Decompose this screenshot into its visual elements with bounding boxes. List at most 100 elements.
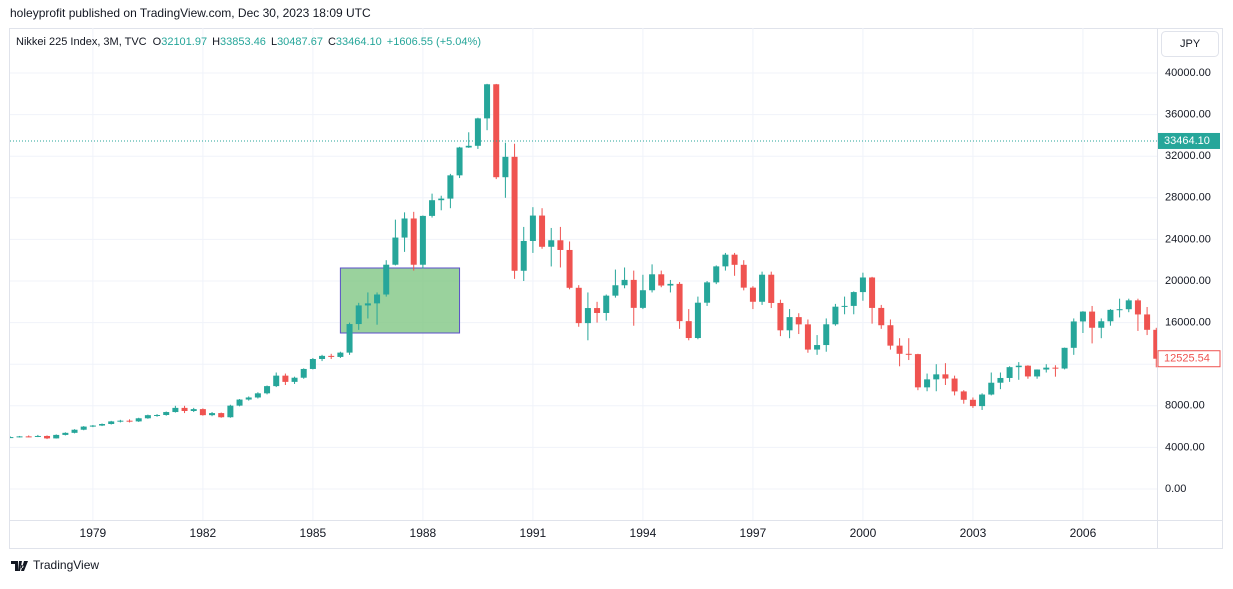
candle-body <box>1070 321 1077 348</box>
x-tick-label: 1985 <box>300 526 327 540</box>
candle-body <box>979 394 986 407</box>
candle-body <box>337 352 344 357</box>
legend-value: 33464.10 <box>336 36 382 48</box>
candle-body <box>639 290 646 308</box>
candle-body <box>190 409 197 411</box>
published-note: holeyprofit published on TradingView.com… <box>10 6 371 20</box>
candle-body <box>786 317 793 331</box>
candle-body <box>144 415 151 419</box>
candle-body <box>658 274 665 286</box>
candle-body <box>859 277 866 293</box>
x-tick-label: 1979 <box>80 526 107 540</box>
candle-body <box>1089 311 1096 328</box>
candle-body <box>1061 347 1068 369</box>
candle-body <box>108 421 115 424</box>
candle-body <box>254 393 261 398</box>
logo-text: TradingView <box>33 558 99 572</box>
candle-body <box>1098 321 1105 328</box>
candle-body <box>924 379 931 388</box>
candle-body <box>1125 300 1132 310</box>
candle-body <box>236 399 243 406</box>
candle-body <box>1034 369 1041 377</box>
candle-body <box>777 302 784 331</box>
candle-body <box>942 374 949 379</box>
candle-body <box>694 302 701 339</box>
candle-body <box>951 378 958 392</box>
candle-body <box>1116 309 1123 311</box>
candle-body <box>685 321 692 339</box>
candle-body <box>594 308 601 313</box>
candle-body <box>869 277 876 308</box>
candle-body <box>126 420 133 422</box>
candle-body <box>10 437 14 439</box>
candle-body <box>832 306 839 325</box>
candle-body <box>896 345 903 354</box>
candle-body <box>34 435 41 437</box>
candle-body <box>291 377 298 382</box>
x-tick-label: 1988 <box>410 526 437 540</box>
legend-key: H <box>212 36 220 48</box>
legend-value: 33853.46 <box>220 36 266 48</box>
candle-body <box>438 198 445 201</box>
candle-body <box>768 274 775 303</box>
candle-body <box>676 283 683 322</box>
legend-key: O <box>153 36 162 48</box>
price-line-tag <box>1158 132 1220 149</box>
candle-body <box>309 358 316 369</box>
candle-body <box>814 345 821 350</box>
x-tick-label: 2003 <box>960 526 987 540</box>
candle-body <box>163 412 170 415</box>
candle-body <box>117 420 124 422</box>
price-line-label: 33464.10 <box>1164 135 1210 147</box>
plot <box>10 83 1157 440</box>
currency-label[interactable]: JPY <box>1180 38 1201 50</box>
candle-body <box>484 84 491 119</box>
candle-body <box>1052 367 1059 369</box>
y-tick-label: 0.00 <box>1165 483 1186 495</box>
y-tick-label: 40000.00 <box>1165 67 1211 79</box>
candle-body <box>328 355 335 357</box>
candle-body <box>511 156 518 271</box>
candle-body <box>988 382 995 395</box>
x-tick-label: 1994 <box>630 526 657 540</box>
candle-body <box>667 283 674 286</box>
candle-body <box>1144 314 1151 330</box>
candle-body <box>209 413 216 416</box>
currency-button[interactable] <box>1161 31 1219 57</box>
y-tick-label: 36000.00 <box>1165 109 1211 121</box>
candle-body <box>749 287 756 302</box>
candle-body <box>447 175 454 199</box>
candle-body <box>1043 367 1050 370</box>
candle-body <box>227 405 234 418</box>
last-price-label: 12525.54 <box>1164 353 1210 365</box>
y-tick-label: 16000.00 <box>1165 317 1211 329</box>
candle-body <box>850 292 857 306</box>
candle-body <box>960 391 967 400</box>
candle-body <box>502 156 509 178</box>
legend-value: 32101.97 <box>161 36 207 48</box>
candle-body <box>346 324 353 353</box>
candle-body <box>566 249 573 288</box>
candle-body <box>374 294 381 304</box>
candle-body <box>575 287 582 324</box>
candle-body <box>401 218 408 238</box>
y-tick-label: 32000.00 <box>1165 150 1211 162</box>
candle-body <box>759 274 766 302</box>
candle-body <box>914 354 921 388</box>
candle-body <box>539 215 546 247</box>
candle-body <box>933 374 940 380</box>
legend-title: Nikkei 225 Index, 3M, TVC <box>16 36 147 48</box>
candle-body <box>969 399 976 407</box>
legend-key: C <box>328 36 336 48</box>
candle-body <box>493 84 500 178</box>
x-tick-label: 1991 <box>520 526 547 540</box>
candle-body <box>1107 309 1114 322</box>
candle-body <box>62 432 69 435</box>
candle-body <box>520 240 527 271</box>
candle-body <box>997 377 1004 383</box>
candle-body <box>264 386 271 394</box>
legend: O 32101.97 H 33853.46 L 30487.67 C 33464.10 +160… <box>153 36 481 48</box>
candle-body <box>44 435 51 439</box>
axes: 0.004000.008000.0012000.0016000.0020000.… <box>80 67 1221 540</box>
candle-body <box>841 305 848 307</box>
